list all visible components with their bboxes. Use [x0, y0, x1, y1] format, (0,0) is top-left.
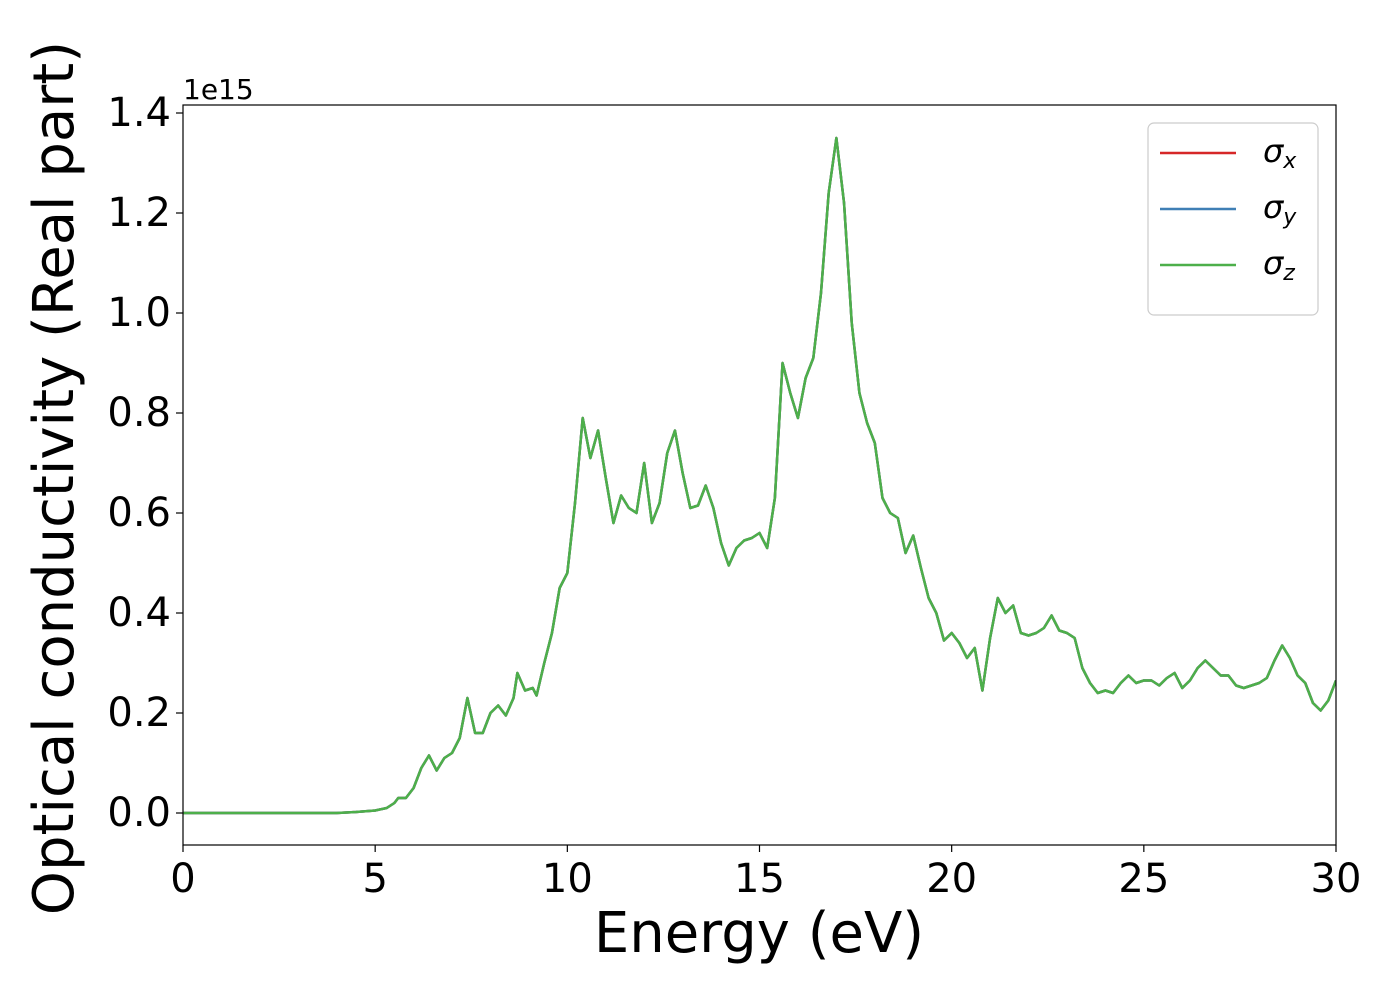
series-line	[183, 136, 1336, 815]
y-tick-label: 1.4	[107, 90, 171, 136]
x-tick-label: 0	[170, 856, 195, 902]
y-tick-label: 0.8	[107, 390, 171, 436]
y-tick-label: 1.0	[107, 290, 171, 336]
y-tick-label: 0.4	[107, 590, 171, 636]
x-tick-label: 30	[1311, 856, 1362, 902]
offset-label: 1e15	[183, 73, 254, 106]
y-tick-label: 1.2	[107, 190, 171, 236]
y-tick-label: 0.2	[107, 690, 171, 736]
legend-box	[1147, 122, 1319, 316]
x-tick-label: 20	[926, 856, 977, 902]
plot-frame	[182, 104, 1337, 846]
legend-label: σz	[1263, 244, 1295, 286]
y-tick-label: 0.0	[107, 790, 171, 836]
x-axis-label: Energy (eV)	[594, 901, 924, 966]
legend-label: σx	[1263, 132, 1297, 174]
x-tick-label: 5	[362, 856, 387, 902]
x-tick-label: 25	[1118, 856, 1169, 902]
x-tick-label: 15	[734, 856, 785, 902]
y-tick-label: 0.6	[107, 490, 171, 536]
y-axis-label: Optical conductivity (Real part)	[22, 41, 87, 915]
legend-label: σy	[1263, 188, 1297, 230]
x-tick-label: 10	[542, 856, 593, 902]
